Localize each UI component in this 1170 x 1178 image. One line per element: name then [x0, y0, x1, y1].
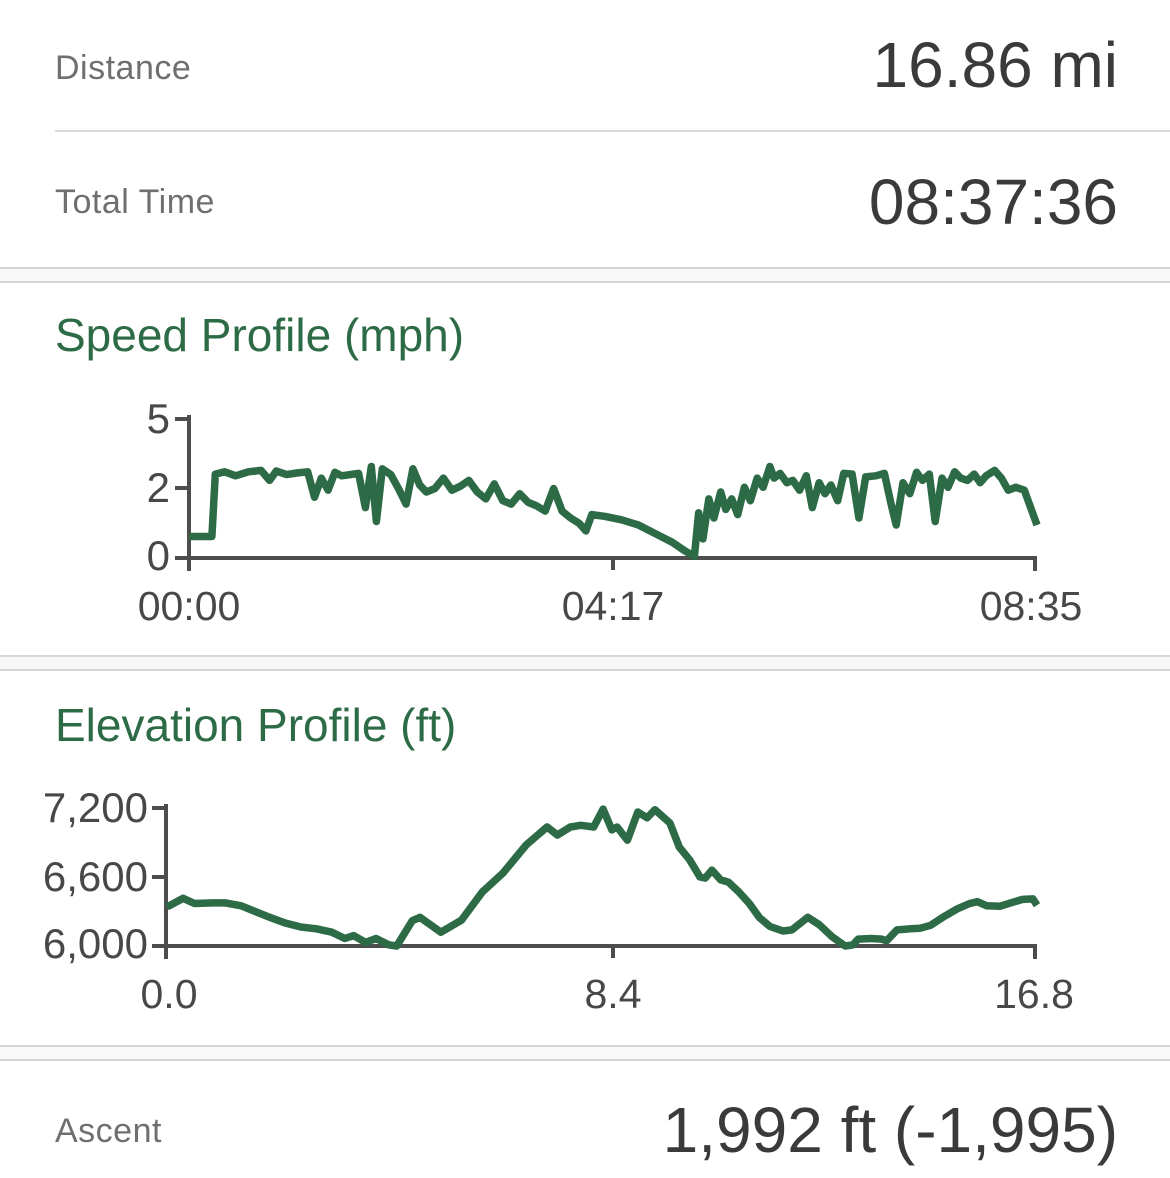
total-time-label: Total Time	[55, 183, 215, 221]
section-gap	[0, 655, 1170, 671]
speed-profile-chart[interactable]	[0, 390, 1170, 640]
elevation-profile-chart[interactable]	[0, 780, 1170, 1030]
speed-xtick-end: 08:35	[979, 583, 1083, 629]
speed-ytick-5: 5	[146, 395, 170, 442]
speed-ytick-2: 2	[146, 464, 170, 511]
elevation-ytick-6000: 6,000	[42, 920, 148, 967]
elevation-series-line	[165, 805, 1041, 950]
elevation-xtick-end: 16.8	[994, 971, 1074, 1017]
section-gap	[0, 267, 1170, 283]
speed-xtick-mid: 04:17	[561, 583, 665, 629]
speed-chart-title: Speed Profile (mph)	[55, 309, 465, 361]
row-divider	[55, 130, 1170, 132]
section-gap	[0, 1045, 1170, 1061]
speed-ytick-0: 0	[146, 532, 170, 579]
elevation-xtick-mid: 8.4	[584, 971, 642, 1017]
ascent-value: 1,992 ft (-1,995)	[662, 1094, 1118, 1166]
ascent-label: Ascent	[55, 1112, 162, 1150]
speed-xtick-start: 00:00	[137, 583, 241, 629]
elevation-ytick-6600: 6,600	[42, 853, 148, 900]
elevation-ytick-7200: 7,200	[42, 784, 148, 831]
elevation-chart-title: Elevation Profile (ft)	[55, 699, 457, 751]
total-time-value: 08:37:36	[868, 166, 1118, 238]
distance-label: Distance	[55, 49, 192, 87]
speed-series-line	[189, 462, 1041, 561]
distance-value: 16.86 mi	[872, 29, 1118, 101]
elevation-xtick-start: 0.0	[140, 971, 198, 1017]
